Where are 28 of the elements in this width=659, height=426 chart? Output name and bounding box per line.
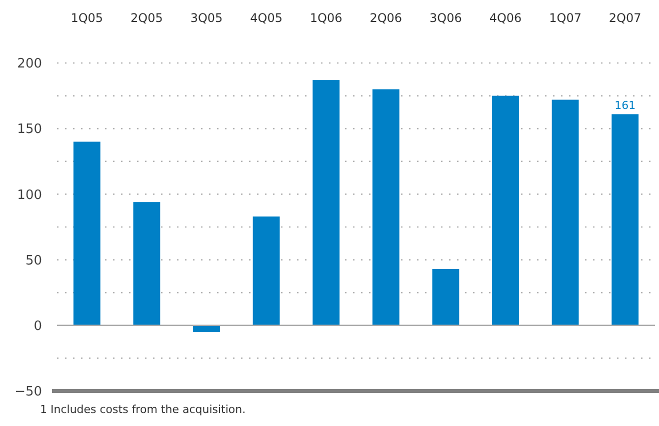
x-tick-label: 2Q05 — [130, 11, 163, 25]
data-label: 161 — [614, 99, 636, 112]
x-tick-label: 2Q07 — [608, 11, 642, 25]
bar — [612, 114, 639, 326]
bar — [432, 268, 460, 326]
y-tick-label: 0 — [34, 318, 42, 334]
x-tick-label: 3Q05 — [190, 11, 223, 25]
y-tick-label: 200 — [17, 56, 42, 72]
bar — [193, 325, 220, 332]
y-tick-label: 150 — [17, 122, 42, 138]
y-tick-label: −50 — [14, 384, 42, 400]
bar — [252, 216, 280, 326]
bar — [312, 80, 340, 326]
bar — [133, 202, 160, 326]
text: 1 Includes costs from the acquisition. — [40, 403, 246, 416]
x-tick-label: 4Q05 — [250, 11, 282, 25]
x-tick-label: 1Q07 — [549, 11, 582, 25]
bar — [492, 96, 519, 326]
bar — [372, 89, 400, 326]
y-tick-label: 100 — [17, 188, 42, 203]
bar — [552, 100, 579, 326]
bar — [73, 142, 100, 326]
x-tick-label: 3Q06 — [430, 11, 462, 25]
x-tick-label: 1Q06 — [310, 11, 342, 25]
x-tick-label: 1Q05 — [70, 11, 104, 25]
x-tick-label: 4Q06 — [489, 11, 522, 25]
x-tick-label: 2Q06 — [370, 11, 402, 25]
y-tick-label: 50 — [25, 253, 42, 268]
